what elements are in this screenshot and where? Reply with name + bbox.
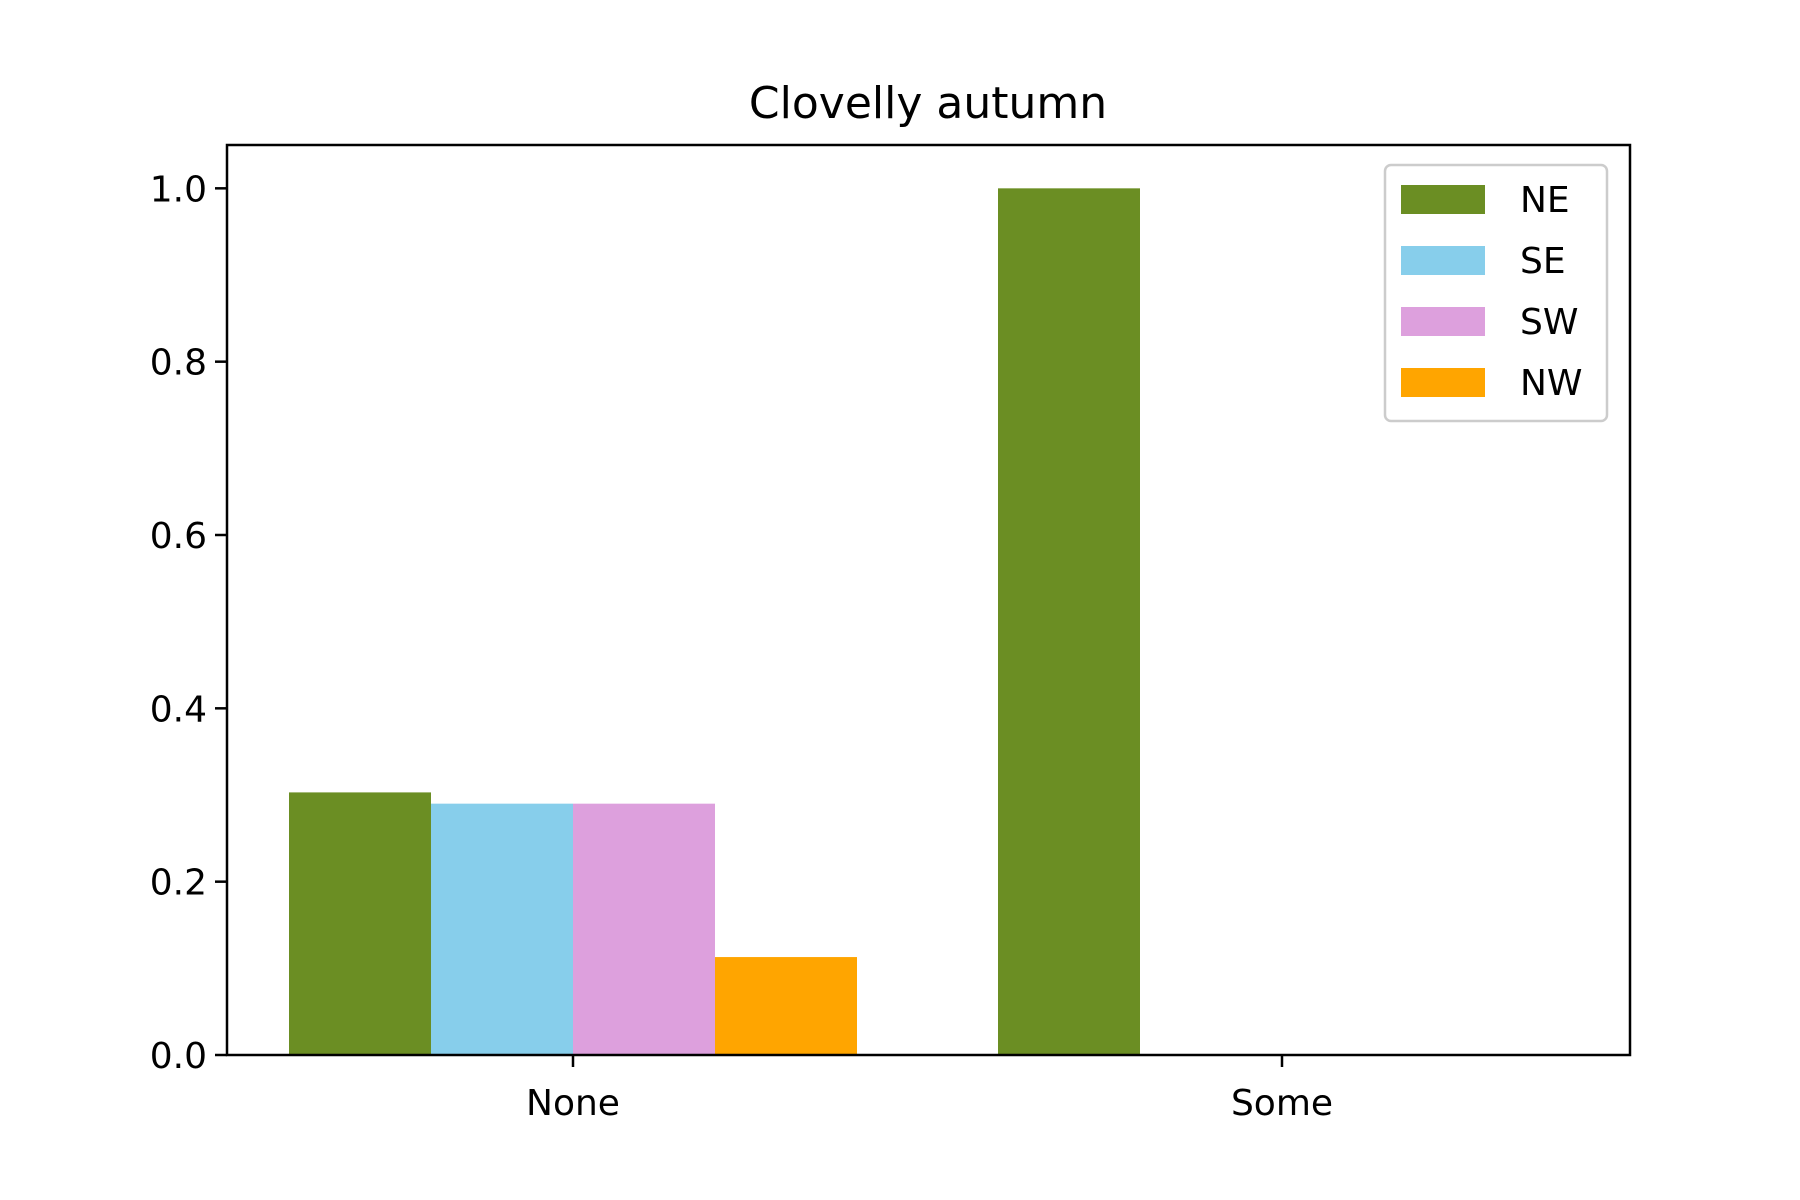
x-tick-label: Some (1231, 1083, 1333, 1124)
bar-nw-none (715, 957, 857, 1055)
bar-ne-none (289, 792, 431, 1055)
y-tick-label: 0.4 (150, 689, 207, 730)
legend-label-nw: NW (1520, 363, 1583, 404)
legend-box (1383, 163, 1609, 423)
legend-label-sw: SW (1520, 302, 1578, 343)
legend-swatch-se (1401, 246, 1485, 275)
plot-frame (225, 143, 1632, 1057)
y-tick-label: 1.0 (150, 169, 207, 210)
bar-ne-some (998, 188, 1140, 1056)
legend-label-se: SE (1520, 241, 1566, 282)
legend-swatch-sw (1401, 307, 1485, 336)
legend-swatch-ne (1401, 185, 1485, 214)
chart-title: Clovelly autumn (749, 78, 1107, 129)
legend: NE SE SW NW (1383, 163, 1609, 423)
bar-se-none (431, 803, 573, 1055)
y-tick-label: 0.8 (150, 343, 207, 384)
y-tick-label: 0.0 (150, 1036, 207, 1077)
y-tick-label: 0.2 (150, 863, 207, 904)
y-axis: 0.0 0.2 0.4 0.6 0.8 1.0 (150, 169, 227, 1077)
y-tick-label: 0.6 (150, 516, 207, 557)
bar-sw-none (573, 803, 715, 1055)
x-axis: None Some (526, 1055, 1333, 1124)
x-tick-label: None (526, 1083, 620, 1124)
legend-swatch-nw (1401, 368, 1485, 397)
bars-group (289, 188, 1140, 1056)
legend-label-ne: NE (1520, 180, 1570, 221)
